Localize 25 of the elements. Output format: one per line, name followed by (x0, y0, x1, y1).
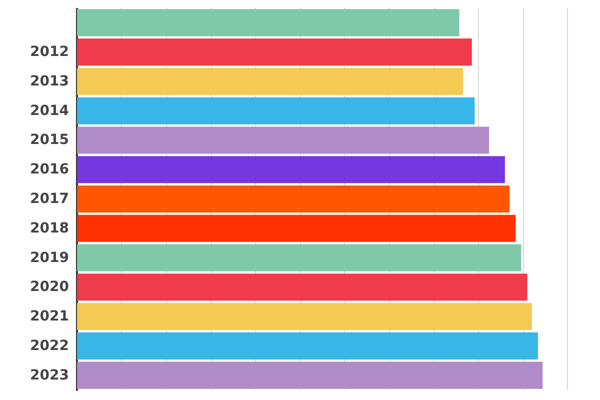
bar (77, 68, 464, 95)
bar (77, 274, 528, 301)
y-tick-label: 2017 (30, 191, 69, 207)
bar (77, 185, 510, 213)
y-tick-label: 2023 (30, 367, 69, 384)
y-tick-label: 2018 (30, 220, 69, 236)
y-tick-label: 2015 (30, 132, 69, 148)
y-tick-label: 2013 (30, 73, 69, 90)
bar (77, 126, 490, 154)
bar (77, 156, 505, 184)
y-tick-label: 2021 (30, 308, 69, 325)
y-tick-label: 2020 (30, 279, 70, 296)
bar (77, 303, 532, 330)
bar (77, 9, 460, 36)
bar (77, 97, 475, 124)
y-tick-label: 2019 (30, 250, 69, 266)
bar (77, 332, 538, 360)
y-tick-label: 2016 (30, 162, 69, 178)
bar (77, 38, 472, 66)
y-tick-label: 2012 (30, 44, 69, 60)
bar (77, 244, 522, 272)
bar (77, 362, 543, 389)
y-tick-label: 2022 (30, 338, 69, 354)
bar (77, 214, 516, 242)
y-tick-label: 2014 (30, 102, 70, 119)
